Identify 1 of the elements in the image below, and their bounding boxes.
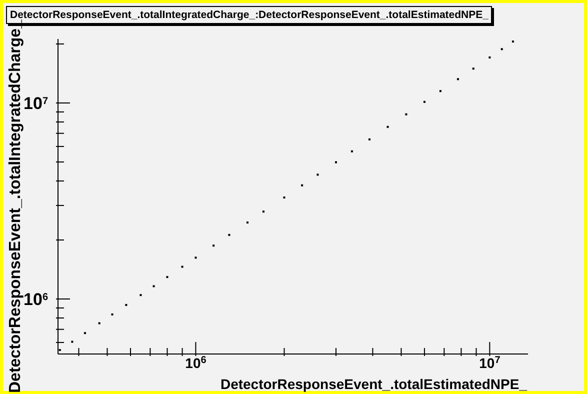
x-axis-title: DetectorResponseEvent_.totalEstimatedNPE_ — [220, 376, 527, 392]
